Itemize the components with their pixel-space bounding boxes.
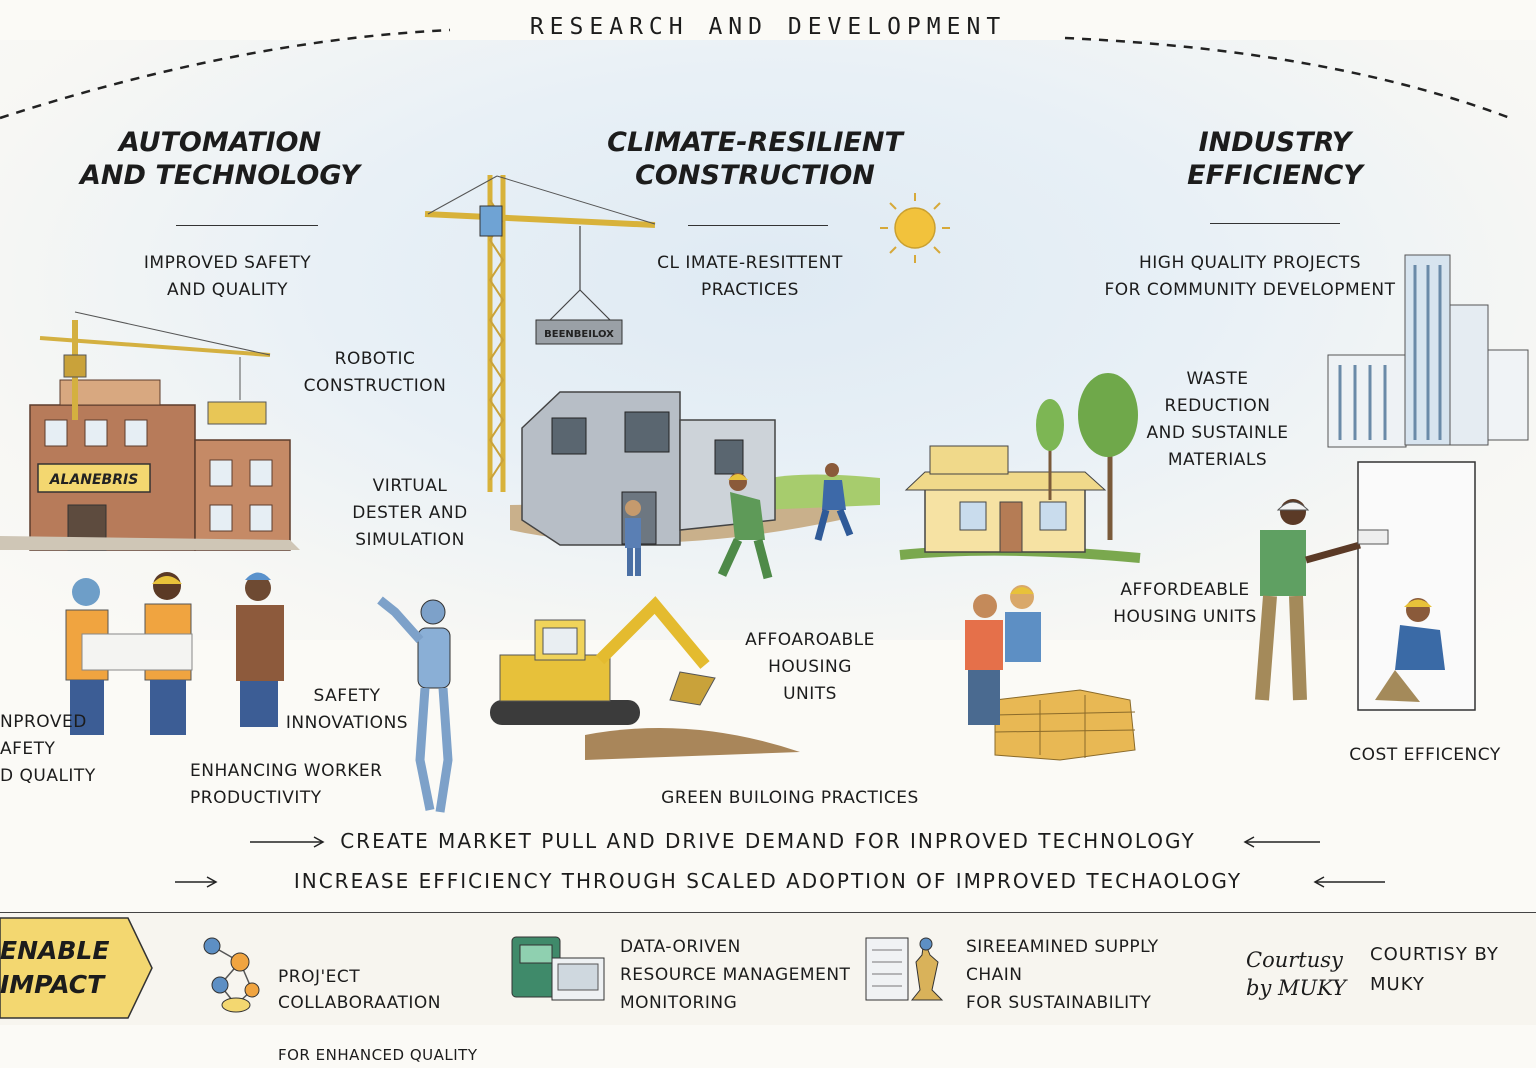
label-waste-reduction: WASTE REDUCTION AND SUSTAINLE MATERIALS [1146, 369, 1289, 470]
divider-efficiency [1210, 223, 1340, 224]
impact-item-collaboration: PROJ'ECT COLLABORAATION FOR ENHANCED QUA… [278, 938, 498, 1068]
crane-block-label: BEENBEILOX [544, 329, 614, 340]
section-title-automation: AUTOMATION AND TECHNOLOGY [80, 127, 360, 191]
research-arc [0, 28, 451, 120]
section-title-efficiency: INDUSTRY EFFICIENCY [1187, 127, 1363, 191]
label-high-quality-projects: HIGH QUALITY PROJECTS FOR COMMUNITY DEVE… [1104, 253, 1396, 300]
label-improved-safety-left: NPROVED AFETY D QUALITY [0, 712, 96, 786]
enable-impact-badge [0, 917, 153, 1019]
flow-scaled-adoption: INCREASE EFFICIENCY THROUGH SCALED ADOPT… [293, 869, 1243, 893]
data-devices-icon [511, 936, 605, 1001]
building-sign: ALANEBRIS [49, 472, 139, 488]
label-virtual-design: VIRTUAL DESTER AND SIMULATION [352, 476, 468, 550]
robot-figure [377, 596, 453, 813]
office-towers [1327, 254, 1529, 448]
impact-collaboration-subtitle: FOR ENHANCED QUALITY [278, 1046, 478, 1064]
illustration-layer: ALANEBRIS BEENBEILOX [0, 28, 1529, 813]
flow-arrows [175, 836, 1385, 888]
network-icon [203, 937, 260, 1013]
label-cost-efficiency: COST EFFICENCY [1349, 745, 1501, 765]
impact-band [0, 912, 1536, 1025]
courtesy-credit: COURTISY BY MUKY [1370, 944, 1499, 995]
workers-left-group [65, 572, 284, 735]
impact-icons [203, 936, 944, 1013]
painters-right [1255, 461, 1476, 711]
bricklayers [965, 585, 1136, 761]
label-affordable-housing-center: AFFOAROABLE HOUSING UNITS [745, 630, 875, 704]
label-enhancing-worker: ENHANCING WORKER PRODUCTIVITY [190, 761, 383, 808]
tower-crane: BEENBEILOX [424, 175, 656, 492]
enable-impact-text: ENABLE IMPACT [0, 936, 110, 999]
label-robotic-construction: ROBOTIC CONSTRUCTION [303, 349, 447, 396]
courtesy-signature: Courtusy by MUKY [1246, 948, 1347, 1000]
page-title: RESEARCH AND DEVELOPMENT [529, 14, 1007, 40]
excavator [490, 596, 800, 760]
divider-automation [176, 225, 318, 226]
construction-workers-center [625, 463, 854, 580]
supply-chain-icon [865, 937, 944, 1001]
label-safety-innovations: SAFETY INNOVATIONS [285, 686, 409, 733]
left-construction-site: ALANEBRIS [0, 311, 300, 551]
label-green-building: GREEN BUILOING PRACTICES [661, 788, 919, 808]
section-title-climate: CLIMATE-RESILIENT CONSTRUCTION [607, 127, 903, 191]
label-affordable-housing-right: AFFORDEABLE HOUSING UNITS [1113, 580, 1257, 627]
yellow-house [899, 373, 1141, 563]
label-climate-practices: CL IMATE-RESITTENT PRACTICES [657, 253, 843, 300]
flow-market-pull: CREATE MARKET PULL AND DRIVE DEMAND FOR … [340, 829, 1196, 853]
impact-collaboration-title: PROJ'ECT COLLABORAATION [278, 967, 441, 1013]
impact-item-data-driven: DATA-ORIVEN RESOURCE MANAGEMENT MONITORI… [620, 937, 851, 1013]
divider-climate [688, 225, 828, 226]
label-improved-safety: IMPROVED SAFETY AND QUALITY [143, 253, 312, 300]
research-arc-right [1064, 36, 1511, 120]
impact-item-supply-chain: SIREEAMINED SUPPLY CHAIN FOR SUSTAINABIL… [966, 937, 1159, 1013]
sun-icon [880, 193, 950, 263]
